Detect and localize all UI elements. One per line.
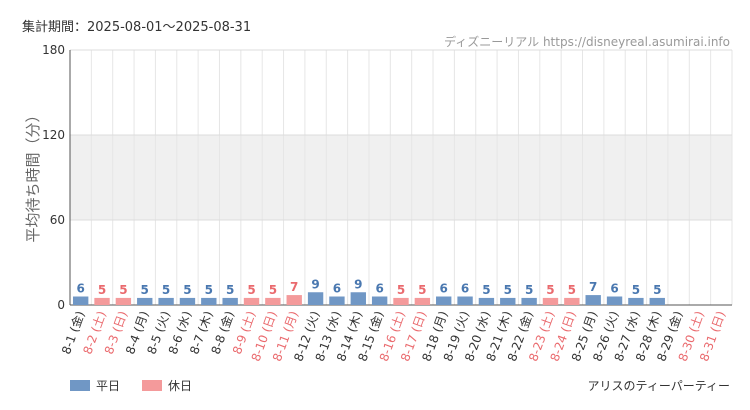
legend-swatch-holiday <box>142 380 163 391</box>
value-label: 6 <box>610 282 618 296</box>
bar-8-28 (木) <box>649 297 665 305</box>
bar-8-13 (水) <box>329 296 345 305</box>
value-label: 6 <box>333 282 341 296</box>
bar-8-27 (水) <box>628 297 644 305</box>
value-label: 5 <box>504 283 512 297</box>
value-label: 5 <box>568 283 576 297</box>
y-tick-label: 60 <box>50 213 65 227</box>
bar-8-8 (金) <box>222 297 238 305</box>
bar-8-20 (水) <box>478 297 495 305</box>
bar-8-7 (木) <box>201 297 217 305</box>
bar-8-1 (金) <box>72 296 89 305</box>
bar-8-18 (月) <box>436 296 452 305</box>
bar-8-26 (火) <box>606 296 623 305</box>
value-label: 5 <box>162 283 170 297</box>
legend-label-holiday: 休日 <box>168 379 193 393</box>
bar-8-23 (土) <box>542 297 559 305</box>
y-tick-label: 120 <box>42 128 65 142</box>
bar-8-16 (土) <box>393 297 409 305</box>
y-tick-label: 180 <box>42 43 65 57</box>
value-label: 5 <box>98 283 106 297</box>
bar-8-22 (金) <box>521 297 537 305</box>
bar-8-21 (木) <box>500 297 516 305</box>
site-credit: ディズニーリアル https://disneyreal.asumirai.inf… <box>444 35 730 49</box>
value-label: 5 <box>418 283 426 297</box>
bar-8-15 (金) <box>371 296 388 305</box>
legend-swatch-weekday <box>70 380 90 391</box>
value-label: 5 <box>525 283 533 297</box>
bar-8-19 (火) <box>457 296 473 305</box>
value-label: 5 <box>482 283 490 297</box>
y-band-0 <box>70 135 732 220</box>
bar-8-6 (水) <box>179 297 196 305</box>
bar-8-4 (月) <box>137 297 153 305</box>
value-label: 5 <box>653 283 661 297</box>
value-label: 7 <box>290 280 298 294</box>
value-label: 5 <box>205 283 213 297</box>
bar-8-5 (火) <box>158 297 174 305</box>
legend-label-weekday: 平日 <box>96 379 121 393</box>
bar-8-14 (木) <box>350 292 366 305</box>
bar-8-3 (日) <box>115 297 132 305</box>
value-label: 6 <box>375 282 383 296</box>
value-label: 5 <box>183 283 191 297</box>
value-label: 5 <box>119 283 127 297</box>
bar-8-11 (月) <box>286 295 302 305</box>
legend: 平日 休日 <box>70 377 214 394</box>
value-label: 5 <box>247 283 255 297</box>
value-label: 9 <box>354 277 362 291</box>
bar-8-25 (月) <box>585 295 601 305</box>
legend-item-holiday: 休日 <box>142 377 192 394</box>
bar-8-17 (日) <box>414 297 431 305</box>
bar-8-9 (土) <box>243 297 260 305</box>
value-label: 9 <box>311 277 319 291</box>
y-tick-label: 0 <box>57 298 65 312</box>
period-label: 集計期間：2025-08-01～2025-08-31 <box>22 20 252 35</box>
value-label: 5 <box>141 283 149 297</box>
value-label: 5 <box>397 283 405 297</box>
value-label: 5 <box>632 283 640 297</box>
value-label: 7 <box>589 280 597 294</box>
value-label: 6 <box>461 282 469 296</box>
value-label: 5 <box>226 283 234 297</box>
legend-item-weekday: 平日 <box>70 377 120 394</box>
bar-8-12 (火) <box>307 292 324 305</box>
value-label: 6 <box>76 282 84 296</box>
value-label: 5 <box>269 283 277 297</box>
bar-8-24 (日) <box>564 297 580 305</box>
value-label: 6 <box>440 282 448 296</box>
value-label: 5 <box>546 283 554 297</box>
bar-8-10 (日) <box>265 297 281 305</box>
y-axis-label: 平均待ち時間（分） <box>24 107 42 242</box>
attraction-name: アリスのティーパーティー <box>587 379 730 393</box>
bar-8-2 (土) <box>94 297 110 305</box>
